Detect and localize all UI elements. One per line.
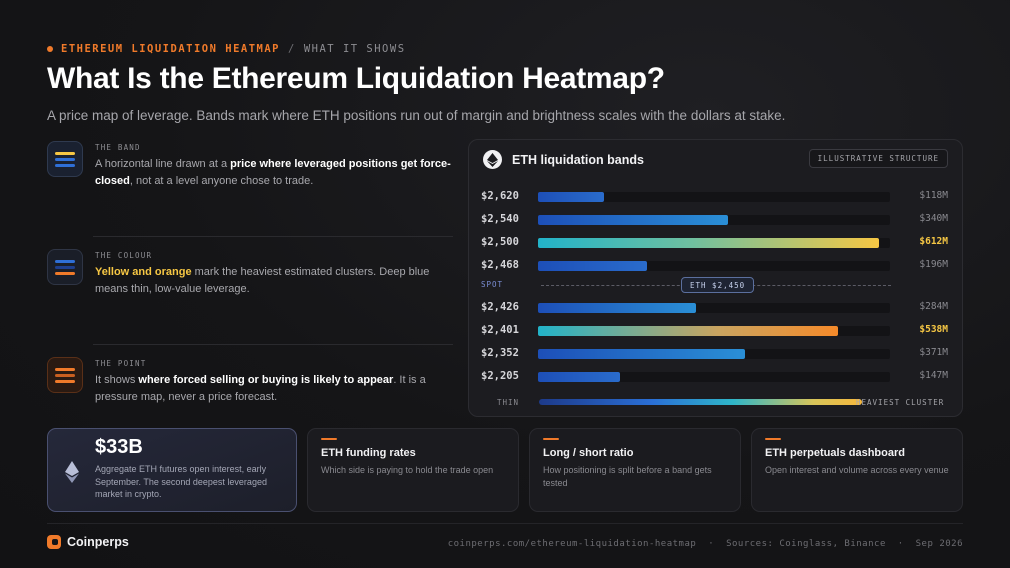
link-card-perpetuals[interactable]: ETH perpetuals dashboard Open interest a… <box>751 428 963 512</box>
concept-label: THE POINT <box>95 359 147 368</box>
page-title: What Is the Ethereum Liquidation Heatmap… <box>47 62 665 95</box>
band-track <box>538 303 890 313</box>
pressure-lines-icon <box>47 357 83 393</box>
accent-bar <box>543 438 559 440</box>
footer-note: coinperps.com/ethereum-liquidation-heatm… <box>447 539 963 549</box>
band-value-label: $118M <box>919 190 948 201</box>
liquidation-band-row: $2,426 $284M <box>481 298 951 318</box>
panel-title: ETH liquidation bands <box>512 152 644 167</box>
eyebrow-separator: / <box>288 43 296 55</box>
illustrative-badge: ILLUSTRATIVE STRUCTURE <box>808 149 948 168</box>
band-price-label: $2,401 <box>481 324 519 336</box>
legend-gradient <box>539 399 862 405</box>
footer-date: Sep 2026 <box>915 539 963 549</box>
eyebrow-dot <box>47 46 53 52</box>
band-price-label: $2,620 <box>481 190 519 202</box>
divider <box>93 344 453 345</box>
open-interest-desc: Aggregate ETH futures open interest, ear… <box>95 464 267 499</box>
legend-heavy: HEAVIEST CLUSTER <box>856 398 945 407</box>
concept-text: It shows where forced selling or buying … <box>95 374 426 403</box>
ethereum-icon <box>65 461 79 488</box>
band-price-label: $2,540 <box>481 213 519 225</box>
band-track <box>538 326 890 336</box>
brand-name: Coinperps <box>67 535 129 549</box>
accent-bar <box>765 438 781 440</box>
link-card-long-short[interactable]: Long / short ratio How positioning is sp… <box>529 428 741 512</box>
liquidation-band-row: $2,205 $147M <box>481 367 951 387</box>
liquidation-band-row: $2,500 $612M <box>481 233 951 253</box>
eyebrow-tag: ETHEREUM LIQUIDATION HEATMAP <box>61 43 281 55</box>
link-card-funding-rates[interactable]: ETH funding rates Which side is paying t… <box>307 428 519 512</box>
open-interest-value: $33B <box>95 436 143 458</box>
band-track <box>538 372 890 382</box>
spot-marker: SPOT ETH $2,450 <box>481 277 891 293</box>
concept-colour: THE COLOUR Yellow and orange mark the he… <box>47 249 452 298</box>
spot-label: SPOT <box>481 280 504 289</box>
band-track <box>538 238 890 248</box>
liquidation-band-row: $2,620 $118M <box>481 187 951 207</box>
liquidation-band-row: $2,468 $196M <box>481 256 951 276</box>
legend-thin: THIN <box>497 398 520 407</box>
liquidation-band-row: $2,540 $340M <box>481 210 951 230</box>
color-legend: THIN HEAVIEST CLUSTER <box>483 396 953 408</box>
colour-lines-icon <box>47 249 83 285</box>
band-value-label: $371M <box>919 347 948 358</box>
band-lines-icon <box>47 141 83 177</box>
band-value-label: $196M <box>919 259 948 270</box>
footer-url[interactable]: coinperps.com/ethereum-liquidation-heatm… <box>447 539 697 549</box>
open-interest-card: $33B Aggregate ETH futures open interest… <box>47 428 297 512</box>
band-track <box>538 349 890 359</box>
footer-sources: Sources: Coinglass, Binance <box>726 539 886 549</box>
band-price-label: $2,352 <box>481 347 519 359</box>
band-price-label: $2,426 <box>481 301 519 313</box>
band-bar <box>538 326 838 336</box>
concept-band: THE BAND A horizontal line drawn at a pr… <box>47 141 452 190</box>
card-title: Long / short ratio <box>543 447 634 459</box>
liquidation-chart-panel: ETH liquidation bands ILLUSTRATIVE STRUC… <box>468 139 963 417</box>
band-bar <box>538 349 745 359</box>
band-price-label: $2,205 <box>481 370 519 382</box>
band-value-label: $284M <box>919 301 948 312</box>
band-bar <box>538 215 728 225</box>
band-value-label: $538M <box>919 324 948 335</box>
panel-header: ETH liquidation bands <box>483 150 644 169</box>
brand[interactable]: Coinperps <box>47 535 129 549</box>
coinperps-logo-icon <box>47 535 61 549</box>
liquidation-band-row: $2,401 $538M <box>481 321 951 341</box>
accent-bar <box>321 438 337 440</box>
band-value-label: $612M <box>919 236 948 247</box>
band-track <box>538 215 890 225</box>
concept-text: A horizontal line drawn at a price where… <box>95 158 451 187</box>
band-bar <box>538 372 620 382</box>
concept-label: THE BAND <box>95 143 141 152</box>
concept-point: THE POINT It shows where forced selling … <box>47 357 452 406</box>
card-title: ETH funding rates <box>321 447 416 459</box>
band-value-label: $340M <box>919 213 948 224</box>
band-bar <box>538 192 604 202</box>
band-track <box>538 192 890 202</box>
band-value-label: $147M <box>919 370 948 381</box>
ethereum-icon <box>483 150 502 169</box>
concept-text: Yellow and orange mark the heaviest esti… <box>95 266 430 295</box>
eyebrow-section: WHAT IT SHOWS <box>303 43 406 55</box>
liquidation-band-row: $2,352 $371M <box>481 344 951 364</box>
footer-divider <box>47 523 963 524</box>
band-bar <box>538 238 879 248</box>
band-bar <box>538 261 647 271</box>
band-bar <box>538 303 696 313</box>
spot-price-pill: ETH $2,450 <box>681 277 755 293</box>
band-price-label: $2,500 <box>481 236 519 248</box>
card-desc: How positioning is split before a band g… <box>543 465 712 488</box>
card-desc: Open interest and volume across every ve… <box>765 465 949 475</box>
eyebrow: ETHEREUM LIQUIDATION HEATMAP / WHAT IT S… <box>47 43 406 55</box>
divider <box>93 236 453 237</box>
card-title: ETH perpetuals dashboard <box>765 447 905 459</box>
band-track <box>538 261 890 271</box>
band-price-label: $2,468 <box>481 259 519 271</box>
concept-label: THE COLOUR <box>95 251 153 260</box>
card-desc: Which side is paying to hold the trade o… <box>321 465 494 475</box>
page-subtitle: A price map of leverage. Bands mark wher… <box>47 108 786 123</box>
